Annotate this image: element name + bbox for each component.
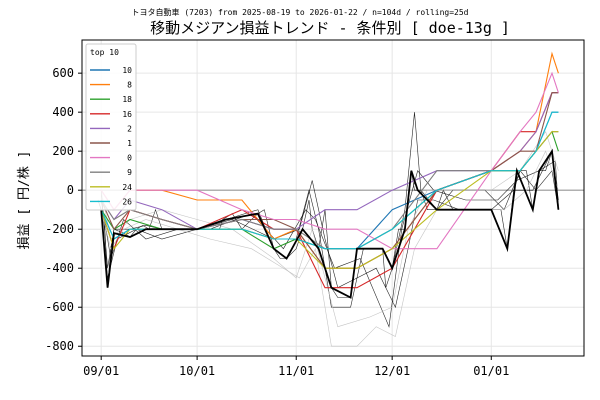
x-tick-label: 11/01 [278, 364, 314, 378]
x-tick-label: 01/01 [473, 364, 509, 378]
legend-entry-label: 16 [122, 110, 132, 119]
y-tick-label: 200 [52, 144, 74, 158]
chart-title: 移動メジアン損益トレンド - 条件別 [ doe-13g ] [150, 19, 510, 37]
background-series-line [100, 160, 559, 328]
legend-entry-label: 1 [127, 139, 132, 148]
legend-title: top 10 [90, 48, 119, 57]
legend-entry-label: 18 [122, 95, 132, 104]
legend-entry-label: 26 [122, 197, 132, 206]
x-tick-label: 12/01 [374, 364, 410, 378]
x-tick-label: 10/01 [179, 364, 215, 378]
series-line-0 [100, 71, 559, 250]
chart-supertitle: トヨタ自動車 (7203) from 2025-08-19 to 2026-01… [132, 7, 469, 17]
legend-box [85, 43, 137, 211]
y-tick-label: 400 [52, 105, 74, 119]
plot-frame [81, 39, 585, 357]
y-tick-label: -400 [45, 261, 74, 275]
legend-entry-label: 10 [122, 66, 132, 75]
series-line-2 [100, 92, 559, 230]
background-series-line [100, 150, 559, 347]
legend-entry-label: 8 [127, 81, 132, 90]
overlay-series-line [100, 148, 560, 299]
y-tick-label: -800 [45, 339, 74, 353]
legend-entry-label: 2 [127, 124, 132, 133]
x-tick-label: 09/01 [83, 364, 119, 378]
y-tick-label: -600 [45, 300, 74, 314]
y-tick-label: 0 [67, 183, 74, 197]
legend-entry-label: 9 [127, 168, 132, 177]
y-axis-label: 損益 [ 円/株 ] [17, 151, 32, 250]
legend-entry-label: 0 [127, 154, 132, 163]
background-series-line [100, 150, 559, 309]
y-tick-label: 600 [52, 66, 74, 80]
legend-entry-label: 24 [122, 183, 132, 192]
y-tick-label: -200 [45, 222, 74, 236]
